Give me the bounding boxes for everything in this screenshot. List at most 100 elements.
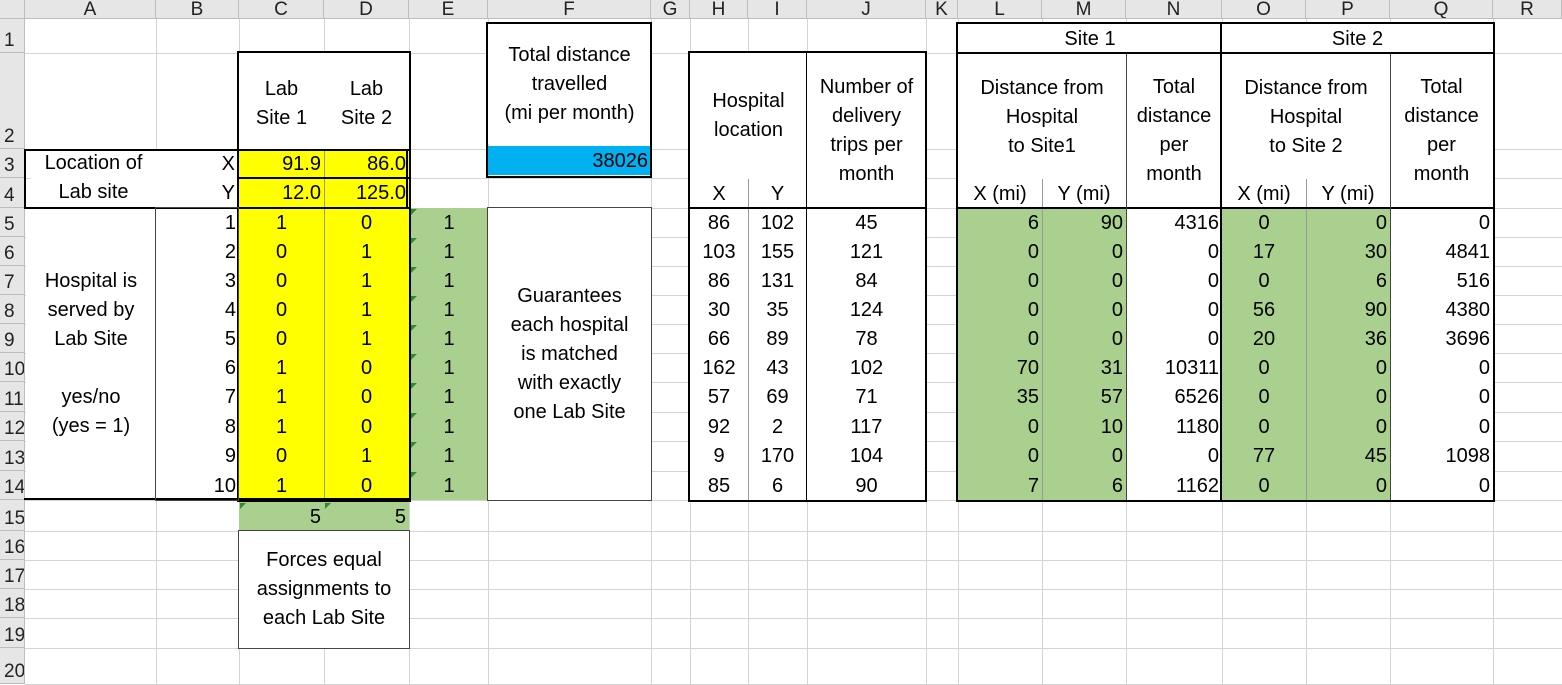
hospital-3-t1[interactable]: 0 (1207, 269, 1219, 292)
column-header-R[interactable]: R (1493, 0, 1562, 19)
site2-assignment-sum[interactable]: 5 (394, 505, 406, 528)
hospital-3-y[interactable]: 131 (760, 269, 795, 292)
row-header-14[interactable]: 14 (0, 471, 25, 500)
hospital-5-t2[interactable]: 3696 (1445, 327, 1491, 350)
column-header-K[interactable]: K (926, 0, 958, 19)
column-header-O[interactable]: O (1222, 0, 1306, 19)
column-header-H[interactable]: H (690, 0, 748, 19)
row-header-13[interactable]: 13 (0, 441, 25, 471)
hospital-9-d2x[interactable]: 77 (1252, 445, 1276, 467)
hospital-6-d1y[interactable]: 31 (1100, 356, 1123, 379)
header-lab-site-2[interactable]: Lab Site 2 (340, 77, 393, 129)
hospital-1-s1[interactable]: 1 (275, 211, 288, 234)
hospital-2-trips[interactable]: 121 (849, 240, 884, 263)
hospital-2-s1[interactable]: 0 (275, 240, 288, 263)
hospital-4-t1[interactable]: 0 (1207, 298, 1219, 321)
hospital-10-t1[interactable]: 1162 (1175, 474, 1219, 497)
hospital-3-e[interactable]: 1 (443, 269, 455, 292)
hospital-10-d1y[interactable]: 6 (1111, 474, 1123, 497)
row-header-10[interactable]: 10 (0, 353, 25, 382)
hospital-7-t2[interactable]: 0 (1478, 386, 1490, 408)
row-header-6[interactable]: 6 (0, 237, 25, 266)
column-header-P[interactable]: P (1306, 0, 1390, 19)
hospital-2-t2[interactable]: 4841 (1445, 240, 1491, 263)
header-hospital-y[interactable]: Y (770, 182, 785, 205)
hospital-6-d2y[interactable]: 0 (1375, 356, 1387, 379)
column-header-B[interactable]: B (156, 0, 239, 19)
hospital-8-d1x[interactable]: 0 (1027, 415, 1039, 438)
header-hospital-location[interactable]: Hospital location (712, 90, 785, 141)
hospital-6-n[interactable]: 6 (224, 356, 236, 379)
row-header-8[interactable]: 8 (0, 295, 25, 324)
hospital-2-d1y[interactable]: 0 (1111, 240, 1123, 263)
hospital-2-t1[interactable]: 0 (1207, 240, 1219, 263)
hospital-8-d2y[interactable]: 0 (1375, 415, 1387, 438)
hospital-2-s2[interactable]: 1 (360, 240, 373, 263)
row-header-20[interactable]: 20 (0, 648, 25, 684)
hospital-4-x[interactable]: 30 (707, 298, 731, 321)
row-header-12[interactable]: 12 (0, 412, 25, 441)
select-all-corner[interactable] (0, 0, 25, 19)
hospital-7-e[interactable]: 1 (443, 386, 455, 408)
hospital-9-d2y[interactable]: 45 (1364, 445, 1387, 467)
hospital-3-s1[interactable]: 0 (275, 269, 288, 292)
hospital-9-s2[interactable]: 1 (360, 445, 373, 467)
row-header-16[interactable]: 16 (0, 531, 25, 560)
row-header-2[interactable]: 2 (0, 53, 25, 149)
header-total-site1[interactable]: Total distance per month (1136, 76, 1212, 185)
hospital-6-t2[interactable]: 0 (1478, 356, 1490, 379)
hospital-10-trips[interactable]: 90 (855, 474, 878, 497)
hospital-1-y[interactable]: 102 (760, 211, 795, 234)
hospital-5-d2y[interactable]: 36 (1364, 327, 1387, 350)
hospital-3-n[interactable]: 3 (224, 269, 236, 292)
row-header-4[interactable]: 4 (0, 178, 25, 208)
header-site2-x-mi[interactable]: X (mi) (1237, 182, 1291, 205)
column-header-J[interactable]: J (807, 0, 926, 19)
hospital-9-x[interactable]: 9 (713, 445, 725, 467)
hospital-5-n[interactable]: 5 (224, 327, 236, 350)
hospital-7-trips[interactable]: 71 (855, 386, 878, 408)
hospital-8-s2[interactable]: 0 (360, 415, 373, 438)
hospital-4-s1[interactable]: 0 (275, 298, 288, 321)
hospital-10-d2y[interactable]: 0 (1375, 474, 1387, 497)
hospital-5-d1y[interactable]: 0 (1111, 327, 1123, 350)
hospital-4-n[interactable]: 4 (224, 298, 236, 321)
hospital-10-n[interactable]: 10 (213, 474, 236, 497)
column-header-E[interactable]: E (409, 0, 488, 19)
row-header-9[interactable]: 9 (0, 324, 25, 353)
row-header-19[interactable]: 19 (0, 618, 25, 648)
hospital-5-y[interactable]: 89 (766, 327, 789, 350)
hospital-9-d1y[interactable]: 0 (1111, 445, 1123, 467)
hospital-3-t2[interactable]: 516 (1456, 269, 1490, 292)
hospital-9-t2[interactable]: 1098 (1445, 445, 1491, 467)
site2-x-value[interactable]: 86.0 (367, 152, 406, 175)
location-y-label[interactable]: Y (221, 181, 235, 204)
row-header-17[interactable]: 17 (0, 560, 25, 589)
hospital-8-n[interactable]: 8 (224, 415, 236, 438)
hospital-10-y[interactable]: 6 (771, 474, 784, 497)
column-header-A[interactable]: A (25, 0, 156, 19)
hospital-6-d2x[interactable]: 0 (1258, 356, 1270, 379)
hospital-4-s2[interactable]: 1 (360, 298, 373, 321)
column-header-F[interactable]: F (488, 0, 651, 19)
hospital-6-s2[interactable]: 0 (360, 356, 373, 379)
hospital-7-d1y[interactable]: 57 (1100, 386, 1123, 408)
column-header-I[interactable]: I (748, 0, 807, 19)
hospital-6-y[interactable]: 43 (766, 356, 789, 379)
hospital-4-d1y[interactable]: 0 (1111, 298, 1123, 321)
hospital-1-d1x[interactable]: 6 (1027, 211, 1039, 234)
column-header-C[interactable]: C (239, 0, 324, 19)
hospital-9-t1[interactable]: 0 (1207, 445, 1219, 467)
hospital-9-y[interactable]: 170 (760, 445, 795, 467)
row-header-11[interactable]: 11 (0, 382, 25, 412)
row-header-1[interactable]: 1 (0, 19, 25, 53)
header-delivery-trips[interactable]: Number of delivery trips per month (819, 75, 914, 185)
hospital-9-trips[interactable]: 104 (849, 445, 884, 467)
hospital-4-d2y[interactable]: 90 (1364, 298, 1387, 321)
hospital-2-d2y[interactable]: 30 (1364, 240, 1387, 263)
hospital-6-t1[interactable]: 10311 (1164, 356, 1219, 379)
hospital-6-x[interactable]: 162 (702, 356, 736, 379)
hospital-8-t2[interactable]: 0 (1478, 415, 1490, 438)
hospital-8-s1[interactable]: 1 (275, 415, 288, 438)
hospital-8-x[interactable]: 92 (707, 415, 731, 438)
